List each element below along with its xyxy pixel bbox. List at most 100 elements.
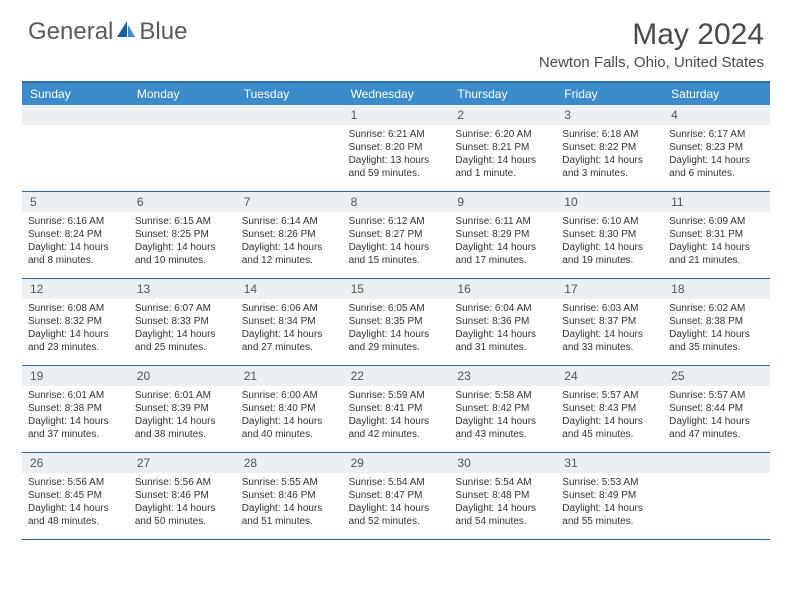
calendar-day: 17Sunrise: 6:03 AMSunset: 8:37 PMDayligh… [556, 279, 663, 365]
calendar-day: 31Sunrise: 5:53 AMSunset: 8:49 PMDayligh… [556, 453, 663, 539]
weekday-header: Friday [556, 83, 663, 105]
day-number: 28 [236, 453, 343, 473]
daylight-line: Daylight: 14 hours and 19 minutes. [562, 241, 657, 267]
sunset-line: Sunset: 8:41 PM [349, 402, 444, 415]
sunset-line: Sunset: 8:47 PM [349, 489, 444, 502]
weekday-header: Thursday [449, 83, 556, 105]
calendar-day: 1Sunrise: 6:21 AMSunset: 8:20 PMDaylight… [343, 105, 450, 191]
sunrise-line: Sunrise: 6:08 AM [28, 302, 123, 315]
day-number [22, 105, 129, 125]
day-details: Sunrise: 6:02 AMSunset: 8:38 PMDaylight:… [663, 299, 770, 358]
sunset-line: Sunset: 8:35 PM [349, 315, 444, 328]
day-number: 12 [22, 279, 129, 299]
calendar-day: 24Sunrise: 5:57 AMSunset: 8:43 PMDayligh… [556, 366, 663, 452]
day-details: Sunrise: 5:54 AMSunset: 8:47 PMDaylight:… [343, 473, 450, 532]
calendar-day: 27Sunrise: 5:56 AMSunset: 8:46 PMDayligh… [129, 453, 236, 539]
sunrise-line: Sunrise: 6:02 AM [669, 302, 764, 315]
daylight-line: Daylight: 14 hours and 52 minutes. [349, 502, 444, 528]
day-number: 16 [449, 279, 556, 299]
calendar-day: 28Sunrise: 5:55 AMSunset: 8:46 PMDayligh… [236, 453, 343, 539]
calendar-week: 12Sunrise: 6:08 AMSunset: 8:32 PMDayligh… [22, 279, 770, 366]
day-details: Sunrise: 6:05 AMSunset: 8:35 PMDaylight:… [343, 299, 450, 358]
sunset-line: Sunset: 8:22 PM [562, 141, 657, 154]
daylight-line: Daylight: 14 hours and 10 minutes. [135, 241, 230, 267]
daylight-line: Daylight: 14 hours and 23 minutes. [28, 328, 123, 354]
logo-text-1: General [28, 18, 113, 46]
weekday-header: Monday [129, 83, 236, 105]
day-number: 19 [22, 366, 129, 386]
daylight-line: Daylight: 14 hours and 33 minutes. [562, 328, 657, 354]
calendar-day: 20Sunrise: 6:01 AMSunset: 8:39 PMDayligh… [129, 366, 236, 452]
sunrise-line: Sunrise: 6:20 AM [455, 128, 550, 141]
sunrise-line: Sunrise: 5:58 AM [455, 389, 550, 402]
calendar-week: 26Sunrise: 5:56 AMSunset: 8:45 PMDayligh… [22, 453, 770, 540]
sunrise-line: Sunrise: 5:57 AM [669, 389, 764, 402]
day-details: Sunrise: 6:00 AMSunset: 8:40 PMDaylight:… [236, 386, 343, 445]
sunrise-line: Sunrise: 5:59 AM [349, 389, 444, 402]
sunrise-line: Sunrise: 5:56 AM [135, 476, 230, 489]
day-details: Sunrise: 5:57 AMSunset: 8:43 PMDaylight:… [556, 386, 663, 445]
calendar-day: 12Sunrise: 6:08 AMSunset: 8:32 PMDayligh… [22, 279, 129, 365]
calendar-day [663, 453, 770, 539]
calendar-day: 7Sunrise: 6:14 AMSunset: 8:26 PMDaylight… [236, 192, 343, 278]
day-details: Sunrise: 5:58 AMSunset: 8:42 PMDaylight:… [449, 386, 556, 445]
day-number: 27 [129, 453, 236, 473]
calendar-day: 6Sunrise: 6:15 AMSunset: 8:25 PMDaylight… [129, 192, 236, 278]
day-details: Sunrise: 6:06 AMSunset: 8:34 PMDaylight:… [236, 299, 343, 358]
calendar-day [22, 105, 129, 191]
calendar-day: 19Sunrise: 6:01 AMSunset: 8:38 PMDayligh… [22, 366, 129, 452]
day-details: Sunrise: 5:55 AMSunset: 8:46 PMDaylight:… [236, 473, 343, 532]
calendar-day: 3Sunrise: 6:18 AMSunset: 8:22 PMDaylight… [556, 105, 663, 191]
sunset-line: Sunset: 8:33 PM [135, 315, 230, 328]
sunset-line: Sunset: 8:39 PM [135, 402, 230, 415]
day-details: Sunrise: 6:01 AMSunset: 8:38 PMDaylight:… [22, 386, 129, 445]
calendar-day: 8Sunrise: 6:12 AMSunset: 8:27 PMDaylight… [343, 192, 450, 278]
daylight-line: Daylight: 14 hours and 50 minutes. [135, 502, 230, 528]
calendar-week: 1Sunrise: 6:21 AMSunset: 8:20 PMDaylight… [22, 105, 770, 192]
sunrise-line: Sunrise: 6:06 AM [242, 302, 337, 315]
sunrise-line: Sunrise: 6:14 AM [242, 215, 337, 228]
daylight-line: Daylight: 13 hours and 59 minutes. [349, 154, 444, 180]
daylight-line: Daylight: 14 hours and 55 minutes. [562, 502, 657, 528]
sunset-line: Sunset: 8:46 PM [242, 489, 337, 502]
sunrise-line: Sunrise: 6:21 AM [349, 128, 444, 141]
sunset-line: Sunset: 8:40 PM [242, 402, 337, 415]
day-details: Sunrise: 6:08 AMSunset: 8:32 PMDaylight:… [22, 299, 129, 358]
calendar-day: 11Sunrise: 6:09 AMSunset: 8:31 PMDayligh… [663, 192, 770, 278]
daylight-line: Daylight: 14 hours and 8 minutes. [28, 241, 123, 267]
daylight-line: Daylight: 14 hours and 35 minutes. [669, 328, 764, 354]
day-details: Sunrise: 6:12 AMSunset: 8:27 PMDaylight:… [343, 212, 450, 271]
day-details: Sunrise: 6:17 AMSunset: 8:23 PMDaylight:… [663, 125, 770, 184]
day-number [663, 453, 770, 473]
day-number: 14 [236, 279, 343, 299]
day-details: Sunrise: 6:14 AMSunset: 8:26 PMDaylight:… [236, 212, 343, 271]
sunrise-line: Sunrise: 6:09 AM [669, 215, 764, 228]
sunrise-line: Sunrise: 5:57 AM [562, 389, 657, 402]
sunset-line: Sunset: 8:48 PM [455, 489, 550, 502]
sunset-line: Sunset: 8:29 PM [455, 228, 550, 241]
calendar-day [129, 105, 236, 191]
sunrise-line: Sunrise: 6:16 AM [28, 215, 123, 228]
title-block: May 2024 Newton Falls, Ohio, United Stat… [539, 18, 764, 71]
day-details: Sunrise: 6:21 AMSunset: 8:20 PMDaylight:… [343, 125, 450, 184]
sunset-line: Sunset: 8:20 PM [349, 141, 444, 154]
sunrise-line: Sunrise: 6:15 AM [135, 215, 230, 228]
day-number: 15 [343, 279, 450, 299]
sunset-line: Sunset: 8:36 PM [455, 315, 550, 328]
calendar-day: 25Sunrise: 5:57 AMSunset: 8:44 PMDayligh… [663, 366, 770, 452]
sunrise-line: Sunrise: 6:12 AM [349, 215, 444, 228]
day-number: 13 [129, 279, 236, 299]
day-details: Sunrise: 6:04 AMSunset: 8:36 PMDaylight:… [449, 299, 556, 358]
day-details: Sunrise: 5:57 AMSunset: 8:44 PMDaylight:… [663, 386, 770, 445]
day-number: 17 [556, 279, 663, 299]
sunrise-line: Sunrise: 5:55 AM [242, 476, 337, 489]
sunrise-line: Sunrise: 5:53 AM [562, 476, 657, 489]
sunset-line: Sunset: 8:24 PM [28, 228, 123, 241]
sunrise-line: Sunrise: 6:17 AM [669, 128, 764, 141]
sunset-line: Sunset: 8:42 PM [455, 402, 550, 415]
sunrise-line: Sunrise: 6:10 AM [562, 215, 657, 228]
day-number: 8 [343, 192, 450, 212]
calendar-day: 23Sunrise: 5:58 AMSunset: 8:42 PMDayligh… [449, 366, 556, 452]
daylight-line: Daylight: 14 hours and 27 minutes. [242, 328, 337, 354]
day-number: 25 [663, 366, 770, 386]
